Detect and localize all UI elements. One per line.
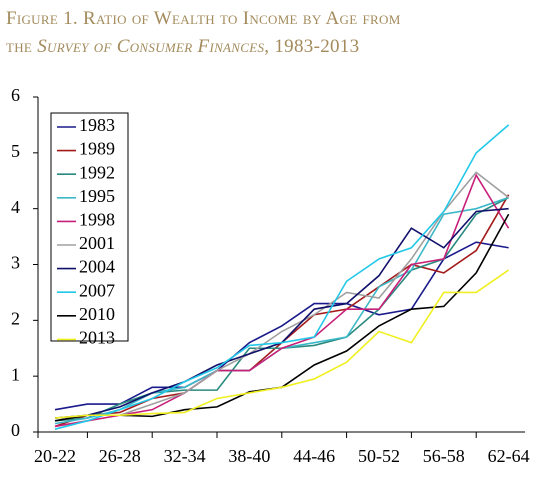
series-line: [54, 173, 510, 428]
series-line: [54, 241, 509, 411]
title-part: the: [6, 36, 37, 57]
y-tick-label: 3: [11, 253, 20, 273]
y-tick-label: 6: [11, 85, 20, 105]
x-tick-label: 50-52: [358, 446, 400, 466]
y-tick-label: 4: [11, 197, 20, 217]
y-tick-label: 2: [11, 308, 20, 328]
legend-label: 1992: [79, 162, 115, 182]
x-tick-label: 32-34: [164, 446, 206, 466]
title-part: , 1983-2013: [264, 36, 359, 57]
x-tick-label: 62-64: [488, 446, 530, 466]
chart-title: the Survey of Consumer Finances, 1983-20…: [6, 36, 359, 57]
x-tick-label: 44-46: [293, 446, 335, 466]
series-line: [54, 124, 510, 430]
legend-label: 2004: [79, 257, 115, 277]
legend-label: 1998: [79, 210, 115, 230]
legend-label: 2007: [79, 280, 115, 300]
legend-label: 2001: [79, 233, 115, 253]
legend-label: 2010: [79, 304, 115, 324]
legend-label: 1989: [79, 139, 115, 159]
x-tick-label: 26-28: [99, 446, 141, 466]
chart-title: Figure 1. Ratio of Wealth to Income by A…: [6, 8, 401, 29]
x-tick-label: 20-22: [34, 446, 76, 466]
legend-label: 2013: [79, 328, 115, 348]
series-line: [54, 269, 510, 419]
y-tick-label: 5: [11, 141, 20, 161]
x-tick-label: 38-40: [228, 446, 270, 466]
legend-label: 1995: [79, 186, 115, 206]
legend-label: 1983: [79, 115, 115, 135]
series-line: [54, 171, 510, 422]
x-tick-label: 56-58: [423, 446, 465, 466]
y-tick-label: 1: [11, 364, 20, 384]
title-part: Survey of Consumer Finances: [37, 36, 264, 57]
y-tick-label: 0: [11, 420, 20, 440]
